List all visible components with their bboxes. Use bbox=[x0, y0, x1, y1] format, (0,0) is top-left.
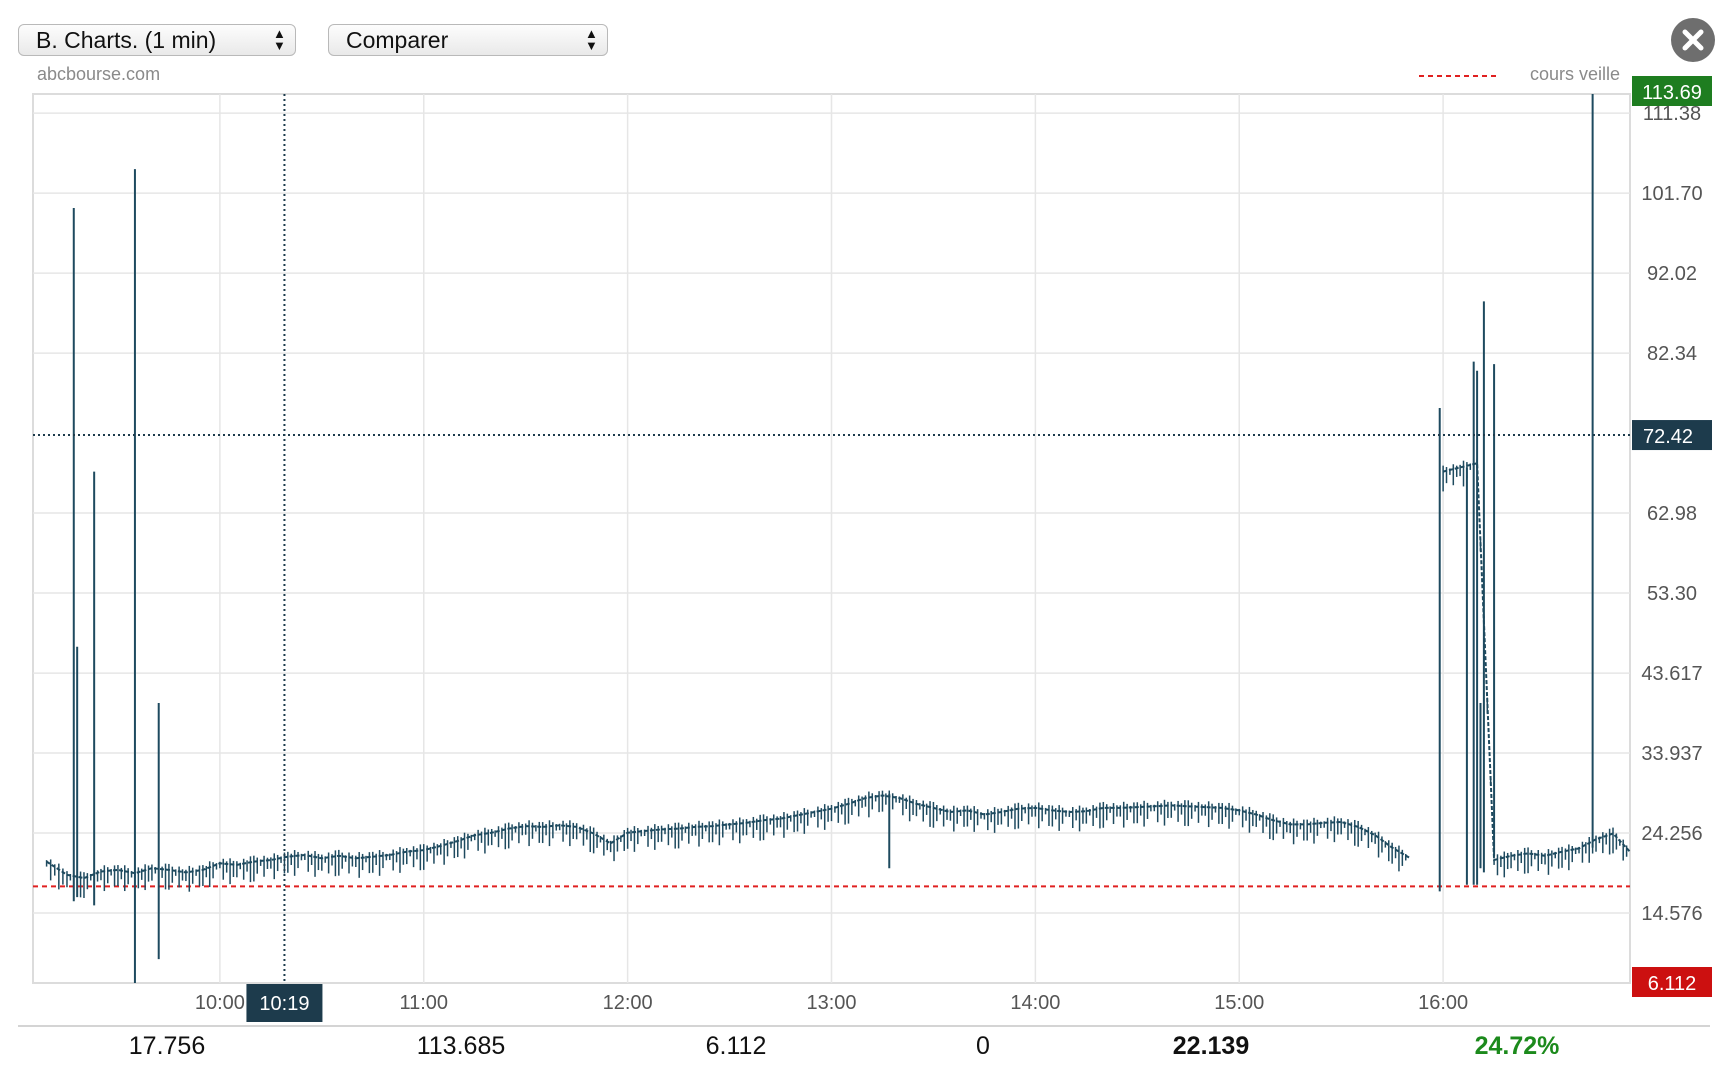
compare-select-value: Comparer bbox=[346, 27, 449, 53]
crosshair-price-value: 72.42 bbox=[1643, 426, 1693, 448]
crosshair bbox=[33, 94, 1630, 983]
x-tick-label: 13:00 bbox=[806, 992, 856, 1014]
x-tick-label: 16:00 bbox=[1418, 992, 1468, 1014]
stat-change: 24.72% bbox=[1474, 1032, 1560, 1060]
crosshair-time-badge: 10:19 bbox=[246, 984, 323, 1022]
price-chart[interactable]: 111.38 101.70 92.02 82.34 62.98 53.30 43.617 33… bbox=[0, 0, 1722, 1025]
price-series bbox=[45, 94, 1631, 983]
crosshair-price-badge: 72.42 bbox=[1632, 420, 1712, 451]
high-badge-value: 113.69 bbox=[1642, 82, 1702, 104]
footer-divider bbox=[18, 1025, 1710, 1027]
close-icon bbox=[1682, 29, 1704, 51]
y-tick-label: 33.937 bbox=[1641, 743, 1702, 765]
y-axis: 111.38 101.70 92.02 82.34 62.98 53.30 43.617 33… bbox=[1641, 103, 1702, 925]
compare-select[interactable]: Comparer ▲ ▼ bbox=[328, 24, 608, 56]
y-tick-label: 111.38 bbox=[1643, 103, 1701, 125]
high-badge: 113.69 bbox=[1632, 76, 1712, 106]
x-tick-label: 14:00 bbox=[1010, 992, 1060, 1014]
y-tick-label: 101.70 bbox=[1641, 183, 1702, 205]
y-tick-label: 92.02 bbox=[1647, 263, 1697, 285]
select-arrows-icon: ▲ ▼ bbox=[585, 26, 598, 53]
low-badge-value: 6.112 bbox=[1648, 973, 1697, 995]
stat-high: 113.685 bbox=[416, 1032, 506, 1060]
stat-open: 17.756 bbox=[128, 1032, 206, 1060]
x-tick-label: 15:00 bbox=[1214, 992, 1264, 1014]
x-tick-label: 12:00 bbox=[603, 992, 653, 1014]
y-tick-label: 62.98 bbox=[1647, 503, 1697, 525]
x-tick-label: 11:00 bbox=[399, 992, 448, 1014]
stat-last: 22.139 bbox=[1172, 1032, 1250, 1060]
y-tick-label: 14.576 bbox=[1641, 903, 1702, 925]
chart-type-select[interactable]: B. Charts. (1 min) ▲ ▼ bbox=[18, 24, 296, 56]
crosshair-time-value: 10:19 bbox=[259, 993, 309, 1015]
x-axis: 10:00 11:00 12:00 13:00 14:00 15:00 16:00 bbox=[195, 992, 1468, 1014]
y-tick-label: 53.30 bbox=[1647, 583, 1697, 605]
y-tick-label: 43.617 bbox=[1641, 663, 1702, 685]
y-tick-label: 82.34 bbox=[1647, 343, 1697, 365]
chart-type-select-value: B. Charts. (1 min) bbox=[36, 27, 217, 53]
stat-volume: 0 bbox=[976, 1032, 990, 1060]
legend-previous-close-label: cours veille bbox=[1529, 64, 1620, 84]
y-tick-label: 24.256 bbox=[1641, 823, 1702, 845]
x-tick-label: 10:00 bbox=[195, 992, 245, 1014]
low-badge: 6.112 bbox=[1632, 967, 1712, 997]
select-arrows-icon: ▲ ▼ bbox=[273, 26, 286, 53]
close-button[interactable] bbox=[1671, 18, 1715, 62]
source-label: abcbourse.com bbox=[37, 64, 161, 84]
stat-low: 6.112 bbox=[705, 1032, 767, 1060]
